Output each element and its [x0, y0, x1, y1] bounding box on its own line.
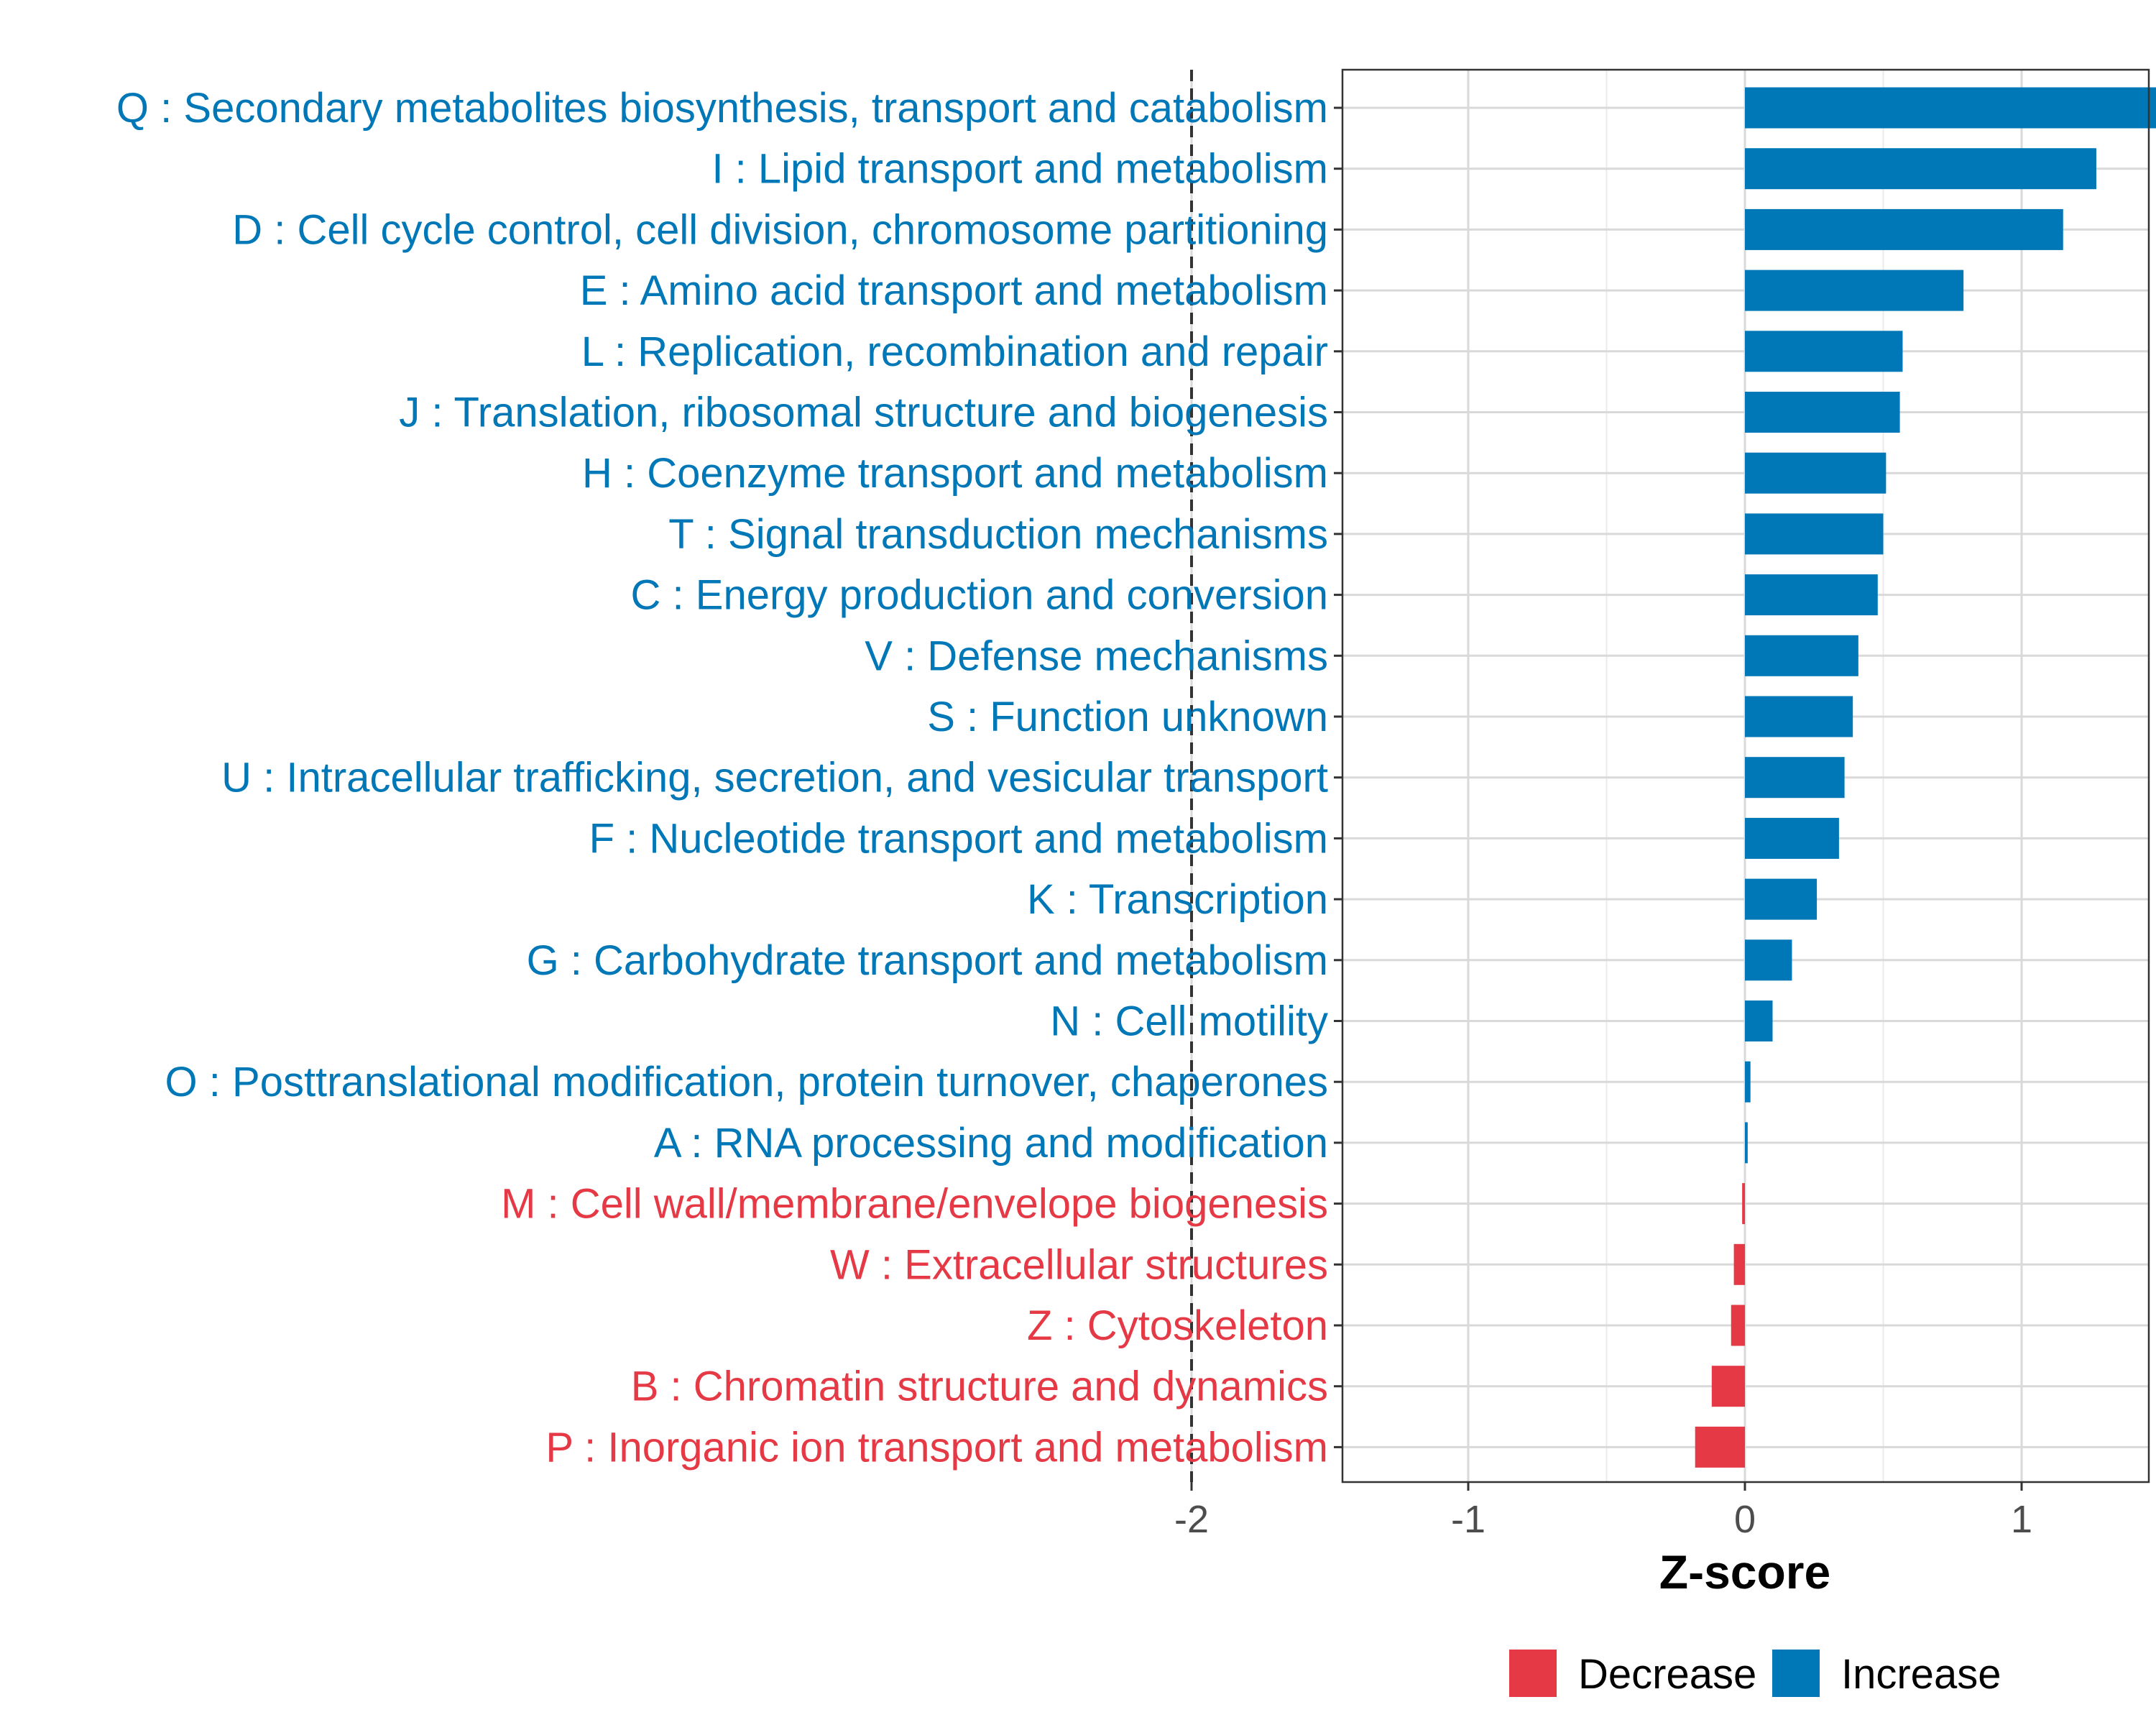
category-label: U : Intracellular trafficking, secretion…: [221, 755, 1328, 801]
category-label: S : Function unknown: [927, 694, 1328, 740]
x-axis-title: Z-score: [1659, 1545, 1830, 1598]
category-label: M : Cell wall/membrane/envelope biogenes…: [501, 1181, 1328, 1228]
category-label: K : Transcription: [1027, 876, 1328, 923]
bar: [1745, 331, 1903, 372]
bar: [1742, 1183, 1745, 1225]
category-label: L : Replication, recombination and repai…: [581, 328, 1328, 375]
x-tick-label: 1: [2011, 1498, 2032, 1541]
legend-swatch: [1772, 1650, 1820, 1697]
category-label: B : Chromatin structure and dynamics: [631, 1363, 1328, 1410]
x-tick-label: -2: [1174, 1498, 1209, 1541]
reference-lines: [1190, 70, 1193, 1482]
bar: [1745, 452, 1886, 494]
category-label: O : Posttranslational modification, prot…: [165, 1059, 1328, 1105]
bar: [1745, 270, 1964, 311]
legend-label: Increase: [1841, 1651, 2001, 1698]
category-label: H : Coenzyme transport and metabolism: [582, 450, 1328, 497]
bar: [1745, 635, 1858, 676]
bar: [1745, 574, 1878, 616]
legend-swatch: [1509, 1650, 1557, 1697]
category-label: F : Nucleotide transport and metabolism: [589, 815, 1328, 862]
x-axis-ticks: -2-1012: [1174, 1482, 2032, 1541]
bar: [1745, 878, 1818, 920]
category-label: W : Extracellular structures: [830, 1241, 1328, 1288]
bar: [1745, 1000, 1773, 1041]
category-label: Z : Cytoskeleton: [1027, 1302, 1328, 1349]
legend-label: Decrease: [1578, 1651, 1756, 1698]
bar: [1731, 1305, 1745, 1346]
category-label: D : Cell cycle control, cell division, c…: [232, 206, 1328, 253]
bar: [1745, 939, 1792, 981]
category-label: N : Cell motility: [1050, 998, 1328, 1045]
bars: [1695, 87, 2156, 1468]
category-label: A : RNA processing and modification: [654, 1120, 1328, 1167]
bar: [1745, 757, 1845, 799]
x-tick-label: -1: [1451, 1498, 1485, 1541]
bar: [1745, 513, 1884, 555]
bar: [1695, 1426, 1745, 1468]
bar: [1745, 817, 1839, 859]
bar: [1745, 87, 2156, 129]
y-axis-labels: Q : Secondary metabolites biosynthesis, …: [116, 85, 1328, 1471]
bar: [1745, 696, 1853, 737]
legend: Decrease Increase: [1509, 1650, 2001, 1698]
bar: [1745, 1061, 1751, 1103]
bar: [1745, 392, 1900, 433]
category-label: T : Signal transduction mechanisms: [668, 511, 1328, 558]
category-label: Q : Secondary metabolites biosynthesis, …: [116, 85, 1328, 132]
category-label: P : Inorganic ion transport and metaboli…: [545, 1424, 1328, 1471]
bar: [1745, 208, 2063, 250]
category-label: C : Energy production and conversion: [631, 572, 1328, 619]
category-label: I : Lipid transport and metabolism: [711, 146, 1328, 193]
y-axis-ticks: [1334, 106, 1342, 1448]
bar: [1745, 1122, 1748, 1164]
bar: [1733, 1243, 1745, 1285]
category-label: J : Translation, ribosomal structure and…: [399, 390, 1328, 436]
category-label: V : Defense mechanisms: [865, 632, 1328, 679]
category-label: E : Amino acid transport and metabolism: [580, 267, 1328, 314]
category-label: G : Carbohydrate transport and metabolis…: [527, 937, 1328, 984]
bar: [1711, 1366, 1745, 1407]
x-tick-label: 0: [1734, 1498, 1756, 1541]
bar: [1745, 148, 2096, 190]
